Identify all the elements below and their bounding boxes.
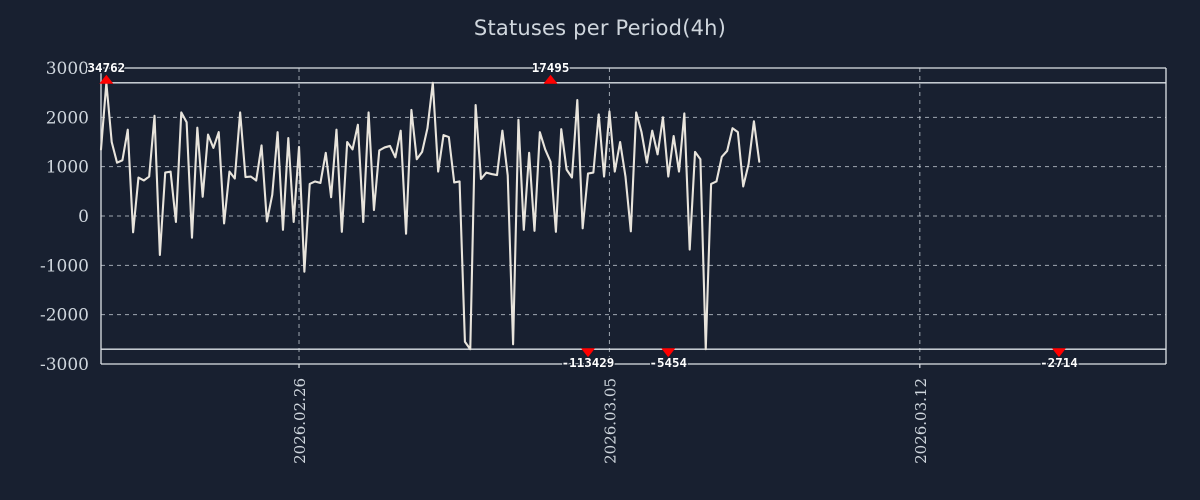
extreme-marker-label: -2714 xyxy=(1040,355,1078,370)
extreme-value-labels: 34762 17495 -113429 -5454 -2714 xyxy=(86,59,1079,372)
x-tick-label: 2026.02.26 xyxy=(291,378,309,464)
plot-frame xyxy=(100,67,1167,365)
x-axis-tick-labels: 2026.02.26 2026.03.05 2026.03.12 xyxy=(291,364,930,464)
y-tick-label: 1000 xyxy=(46,158,89,178)
extreme-marker-label: -5454 xyxy=(649,355,687,370)
extreme-marker xyxy=(1051,348,1066,358)
extreme-marker-label: 34762 xyxy=(88,60,126,75)
y-tick-label: -1000 xyxy=(40,256,89,276)
extreme-marker xyxy=(543,74,558,84)
chart-title: Statuses per Period(4h) xyxy=(473,16,727,40)
extreme-marker xyxy=(99,74,114,84)
y-tick-label: 3000 xyxy=(46,59,89,79)
extreme-marker xyxy=(581,348,596,358)
extreme-value-markers xyxy=(99,74,1066,358)
y-tick-label: 2000 xyxy=(46,108,89,128)
x-tick-label: 2026.03.12 xyxy=(912,378,930,464)
extreme-marker-label: -113429 xyxy=(562,355,615,370)
x-tick-label: 2026.03.05 xyxy=(601,378,619,464)
series-line xyxy=(99,81,761,351)
y-axis-tick-labels: 3000 2000 1000 0 -1000 -2000 -3000 xyxy=(40,59,89,375)
y-tick-label: -3000 xyxy=(40,355,89,375)
extreme-marker xyxy=(661,348,676,358)
y-tick-label: -2000 xyxy=(40,306,89,326)
y-tick-label: 0 xyxy=(78,207,89,227)
extreme-marker-label: 17495 xyxy=(532,60,570,75)
